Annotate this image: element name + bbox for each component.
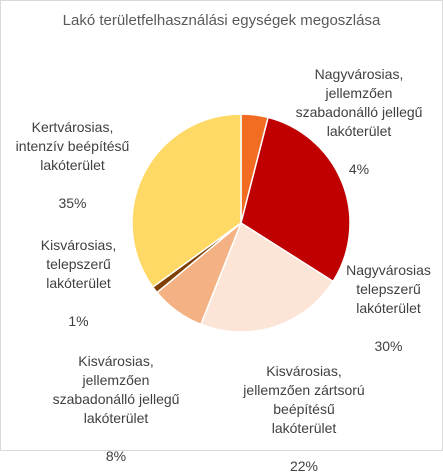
slice-label-text: Kisvárosias, jellemzően szabadonálló jel… xyxy=(52,353,180,426)
label-nagyvarosias-telepszeru: Nagyvárosias telepszerű lakóterület 30% xyxy=(331,242,443,356)
slice-value-text: 30% xyxy=(374,338,403,354)
label-kertvarosias-intenziv: Kertvárosias, intenzív beépítésű lakóter… xyxy=(5,99,140,213)
slice-label-text: Kisvárosias, jellemzően zártsorú beépíté… xyxy=(243,363,365,436)
label-kisvarosias-zartsoru: Kisvárosias, jellemzően zártsorú beépíté… xyxy=(229,343,379,476)
pie-slice-1 xyxy=(240,116,351,283)
label-kisvarosias-szabadonallo: Kisvárosias, jellemzően szabadonálló jel… xyxy=(41,333,191,466)
pie-chart xyxy=(131,113,351,333)
label-nagyvarosias-szabadonallo: Nagyvárosias, jellemzően szabadonálló je… xyxy=(284,46,434,179)
slice-label-text: Nagyvárosias telepszerű lakóterület xyxy=(346,262,431,316)
slice-label-text: Kisvárosias, telepszerű lakóterület xyxy=(40,237,117,291)
chart-title: Lakó területfelhasználási egységek megos… xyxy=(62,12,381,29)
slice-value-text: 8% xyxy=(105,448,127,464)
slice-value-text: 35% xyxy=(58,195,87,211)
pie-slice-2 xyxy=(199,221,335,333)
slice-label-text: Kertvárosias, intenzív beépítésű lakóter… xyxy=(15,119,130,173)
slice-label-text: Nagyvárosias, jellemzően szabadonálló je… xyxy=(295,66,423,139)
pie-slice-5 xyxy=(131,113,242,289)
slice-value-text: 1% xyxy=(68,313,89,329)
slice-value-text: 22% xyxy=(289,458,319,474)
label-kisvarosias-telepszeru: Kisvárosias, telepszerű lakóterület 1% xyxy=(16,217,141,331)
slice-value-text: 4% xyxy=(348,161,370,177)
